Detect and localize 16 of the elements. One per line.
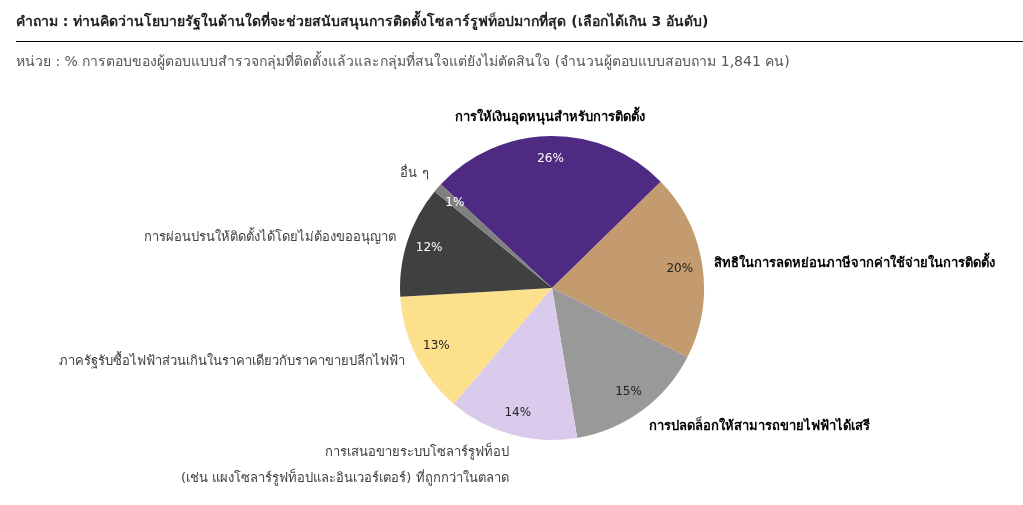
data-label: 20%: [666, 260, 694, 275]
data-label: 13%: [423, 337, 450, 352]
slice-label: การเสนอขายระบบโซลาร์รูฟท็อป (เช่น แผงโซลาร์รูฟท็อปและอินเวอร์เตอร์) ที่ถูกกว่าในตลาด: [181, 442, 509, 486]
chart-title: คำถาม : ท่านคิดว่านโยบายรัฐในด้านใดที่จะช่วยสนับสนุนการติดตั้งโซลาร์รูฟท็อปมากที่สุด (เลือกได้เกิน 3 อันดับ): [16, 10, 1023, 42]
slice-label: อื่น ๆ: [400, 163, 429, 180]
slice-label: การปลดล็อกให้สามารถขายไฟฟ้าได้เสรี: [649, 416, 871, 434]
chart-subtitle: หน่วย : % การตอบของผู้ตอบแบบสำรวจกลุ่มที่ติดตั้งแล้วและกลุ่มที่สนใจแต่ยังไม่ตัดสินใจ (จำนวนผู้ตอบแบบสอบถาม 1,841 คน): [16, 50, 790, 72]
data-label: 12%: [415, 240, 443, 255]
slice-label: การให้เงินอุดหนุนสำหรับการติดตั้ง: [455, 105, 646, 125]
slice-label: สิทธิในการลดหย่อนภาษีจากค่าใช้จ่ายในการติดตั้ง: [714, 251, 996, 270]
data-label: 1%: [445, 194, 465, 209]
data-label: 15%: [615, 384, 642, 399]
data-label: 14%: [504, 404, 532, 419]
slice-label: ภาครัฐรับซื้อไฟฟ้าส่วนเกินในราคาเดียวกับราคาขายปลีกไฟฟ้า: [59, 350, 406, 369]
slice-label: การผ่อนปรนให้ติดตั้งได้โดยไม่ต้องขออนุญาต: [144, 226, 397, 245]
data-label: 26%: [537, 150, 564, 165]
